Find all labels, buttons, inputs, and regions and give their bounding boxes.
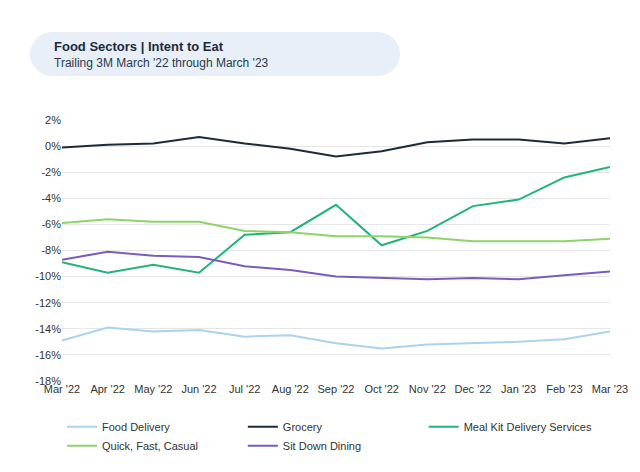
svg-text:2%: 2% bbox=[45, 114, 61, 126]
svg-text:Dec '22: Dec '22 bbox=[455, 383, 492, 395]
html-text:Trailing 3M March '22 through: Trailing 3M March '22 through March '23 bbox=[54, 56, 269, 70]
svg-text:Feb '23: Feb '23 bbox=[546, 383, 582, 395]
svg-text:Jan '23: Jan '23 bbox=[501, 383, 536, 395]
svg-text:May '22: May '22 bbox=[134, 383, 172, 395]
svg-text:Aug '22: Aug '22 bbox=[272, 383, 309, 395]
svg-text:Sit Down Dining: Sit Down Dining bbox=[283, 440, 361, 452]
svg-text:-6%: -6% bbox=[41, 218, 61, 230]
svg-text:-14%: -14% bbox=[35, 323, 61, 335]
svg-text:Quick, Fast, Casual: Quick, Fast, Casual bbox=[102, 440, 198, 452]
svg-text:Nov '22: Nov '22 bbox=[409, 383, 446, 395]
svg-text:Grocery: Grocery bbox=[283, 421, 323, 433]
svg-text:-18%: -18% bbox=[35, 375, 61, 387]
svg-text:Mar '23: Mar '23 bbox=[592, 383, 628, 395]
svg-text:-8%: -8% bbox=[41, 244, 61, 256]
svg-text:Jun '22: Jun '22 bbox=[181, 383, 216, 395]
svg-text:Food Delivery: Food Delivery bbox=[102, 421, 170, 433]
svg-text:Oct '22: Oct '22 bbox=[364, 383, 399, 395]
svg-text:Mar '22: Mar '22 bbox=[44, 383, 80, 395]
svg-text:-2%: -2% bbox=[41, 166, 61, 178]
svg-text:Jul '22: Jul '22 bbox=[229, 383, 260, 395]
html-text:Food Sectors | Intent to Eat: Food Sectors | Intent to Eat bbox=[54, 39, 223, 54]
svg-text:Sep '22: Sep '22 bbox=[318, 383, 355, 395]
svg-text:-16%: -16% bbox=[35, 349, 61, 361]
svg-text:0%: 0% bbox=[45, 140, 61, 152]
svg-text:Apr '22: Apr '22 bbox=[90, 383, 125, 395]
svg-text:-4%: -4% bbox=[41, 192, 61, 204]
svg-text:-10%: -10% bbox=[35, 270, 61, 282]
svg-text:Meal Kit Delivery Services: Meal Kit Delivery Services bbox=[464, 421, 592, 433]
svg-text:-12%: -12% bbox=[35, 297, 61, 309]
